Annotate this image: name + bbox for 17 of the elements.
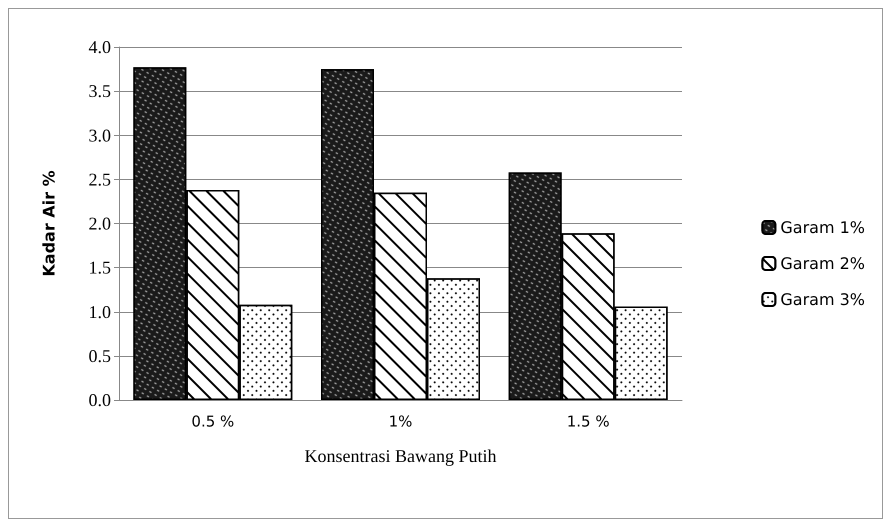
y-tick-label: 0.0 [88, 390, 111, 410]
x-axis-title: Konsentrasi Bawang Putih [304, 446, 496, 466]
y-tick-label: 1.0 [88, 302, 111, 322]
legend-label: Garam 3% [780, 290, 865, 309]
x-tick-label: 1.5 % [566, 412, 610, 430]
x-tick-label: 0.5 % [191, 412, 234, 430]
legend-label: Garam 1% [780, 218, 865, 237]
y-tick-label: 3.0 [88, 125, 111, 146]
y-tick-label: 1.5 [88, 258, 111, 278]
y-tick-label: 4.0 [88, 37, 111, 57]
y-axis-title: Kadar Air % [40, 170, 58, 277]
x-tick-label: 1% [388, 412, 412, 430]
y-tick-label: 2.0 [88, 214, 111, 234]
y-tick-label: 3.5 [88, 81, 111, 102]
y-tick-label: 2.5 [88, 169, 111, 190]
legend-label: Garam 2% [780, 254, 865, 273]
y-tick-label: 0.5 [88, 346, 111, 366]
